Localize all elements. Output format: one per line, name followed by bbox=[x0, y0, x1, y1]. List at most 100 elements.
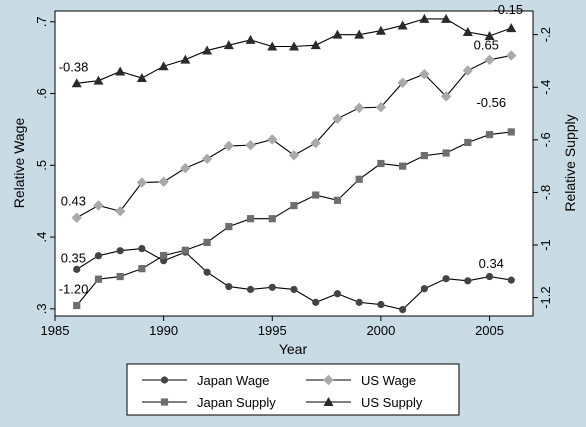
x-tick-label: 1990 bbox=[149, 323, 178, 338]
us-supply-point bbox=[419, 13, 430, 23]
us-supply-point bbox=[267, 41, 278, 51]
japan-wage-point bbox=[507, 276, 515, 284]
series-layer bbox=[71, 13, 517, 314]
japan-supply-point bbox=[138, 265, 146, 273]
japan-supply-point bbox=[485, 130, 494, 139]
japan-supply-point bbox=[94, 275, 103, 283]
japan-wage-point bbox=[377, 300, 385, 309]
legend-label: US Wage bbox=[361, 373, 416, 388]
legend bbox=[126, 363, 460, 416]
us-supply-point bbox=[375, 25, 386, 35]
data-label: -1.20 bbox=[59, 281, 89, 296]
us-supply-point bbox=[115, 66, 126, 76]
us-supply-point bbox=[484, 30, 495, 40]
y-axis-title: Relative Wage bbox=[11, 118, 27, 209]
japan-wage-point bbox=[203, 268, 211, 276]
us-wage-point bbox=[180, 162, 191, 174]
japan-supply-point bbox=[312, 191, 320, 199]
japan-wage-point bbox=[312, 298, 320, 306]
japan-supply-point bbox=[420, 152, 428, 160]
japan-wage-point bbox=[290, 285, 298, 294]
legend-entries: Japan Wage US Wage Japan Supply US Supply bbox=[142, 373, 423, 410]
legend-label: Japan Supply bbox=[197, 395, 276, 410]
japan-wage-point bbox=[138, 244, 146, 253]
us-wage-point bbox=[114, 206, 126, 217]
y2-tick-label: -.4 bbox=[538, 80, 553, 95]
japan-wage-point bbox=[333, 290, 342, 298]
japan-supply-point bbox=[507, 128, 515, 136]
japan-wage-point bbox=[355, 298, 363, 306]
japan-supply-point bbox=[442, 149, 450, 157]
japan-supply-point bbox=[377, 159, 385, 168]
y-tick-label: .6 bbox=[34, 88, 49, 99]
data-label: 0.34 bbox=[479, 256, 504, 271]
legend-marker bbox=[160, 398, 169, 406]
us-wage-point bbox=[397, 77, 408, 88]
us-wage-point bbox=[310, 137, 321, 149]
us-wage-point bbox=[440, 91, 452, 102]
japan-wage-point bbox=[399, 305, 407, 314]
legend-item-japan-wage: Japan Wage bbox=[142, 373, 270, 388]
us-wage-point bbox=[484, 54, 495, 65]
us-supply-point bbox=[245, 34, 256, 44]
japan-wage-point bbox=[268, 283, 276, 291]
us-wage-point bbox=[245, 140, 256, 151]
us-wage-point bbox=[462, 65, 474, 76]
japan-wage-point bbox=[116, 247, 124, 255]
us-supply-point bbox=[310, 40, 321, 50]
us-supply-point bbox=[71, 78, 82, 88]
legend-item-us-wage: US Wage bbox=[306, 373, 416, 388]
japan-supply-point bbox=[268, 215, 276, 223]
us-wage-point bbox=[353, 102, 365, 114]
japan-supply-point bbox=[290, 201, 298, 210]
y2-tick-label: -.6 bbox=[538, 132, 553, 147]
japan-wage-point bbox=[225, 282, 233, 291]
legend-marker bbox=[323, 374, 334, 386]
us-wage-point bbox=[223, 140, 235, 152]
x-axis-title: Year bbox=[279, 341, 308, 357]
japan-supply-point bbox=[116, 272, 124, 281]
us-wage-point bbox=[136, 177, 148, 188]
legend-item-us-supply: US Supply bbox=[306, 395, 423, 410]
x-tick-label: 2000 bbox=[366, 323, 395, 338]
data-label: -0.38 bbox=[59, 59, 89, 74]
data-label: 0.43 bbox=[61, 194, 86, 209]
y2-axis-title: Relative Supply bbox=[562, 114, 578, 211]
us-wage-point bbox=[93, 200, 104, 211]
japan-supply-point bbox=[160, 251, 168, 260]
data-label: 0.65 bbox=[474, 37, 499, 52]
japan-supply-point bbox=[464, 138, 472, 147]
us-supply-point bbox=[289, 41, 299, 51]
us-supply-point bbox=[506, 23, 517, 33]
series-japan-supply bbox=[73, 128, 515, 310]
legend-marker bbox=[323, 397, 334, 406]
y-tick-label: .3 bbox=[34, 303, 49, 314]
series-us-supply bbox=[71, 13, 517, 88]
y2-tick-label: -.2 bbox=[538, 27, 553, 42]
us-supply-point bbox=[441, 13, 452, 23]
legend-label: Japan Wage bbox=[197, 373, 270, 388]
us-supply-point bbox=[354, 29, 365, 39]
us-supply-point bbox=[397, 20, 408, 30]
data-label: -0.56 bbox=[476, 95, 506, 110]
plot-area bbox=[54, 10, 534, 317]
japan-wage-point bbox=[73, 265, 81, 273]
axes: 1985 1990 1995 2000 2005 .3 .4 .5 .6 .7 -1.2 -1 -.8 -… bbox=[34, 16, 553, 338]
legend-label: US Supply bbox=[361, 395, 423, 410]
us-supply-point bbox=[223, 40, 234, 50]
japan-supply-point bbox=[355, 175, 363, 183]
japan-supply-point bbox=[399, 162, 407, 170]
y-tick-label: .4 bbox=[34, 232, 49, 243]
japan-wage-point bbox=[442, 275, 450, 283]
japan-wage-point bbox=[464, 277, 472, 285]
y2-tick-label: -.8 bbox=[538, 185, 553, 200]
us-wage-point bbox=[71, 212, 82, 223]
us-supply-point bbox=[136, 73, 147, 83]
y-tick-label: .5 bbox=[34, 160, 49, 171]
us-supply-point bbox=[180, 54, 191, 64]
us-supply-point bbox=[202, 45, 213, 55]
us-wage-point bbox=[375, 101, 387, 113]
us-wage-point bbox=[158, 176, 169, 187]
us-supply-point bbox=[93, 75, 104, 85]
us-wage-point bbox=[506, 50, 517, 61]
